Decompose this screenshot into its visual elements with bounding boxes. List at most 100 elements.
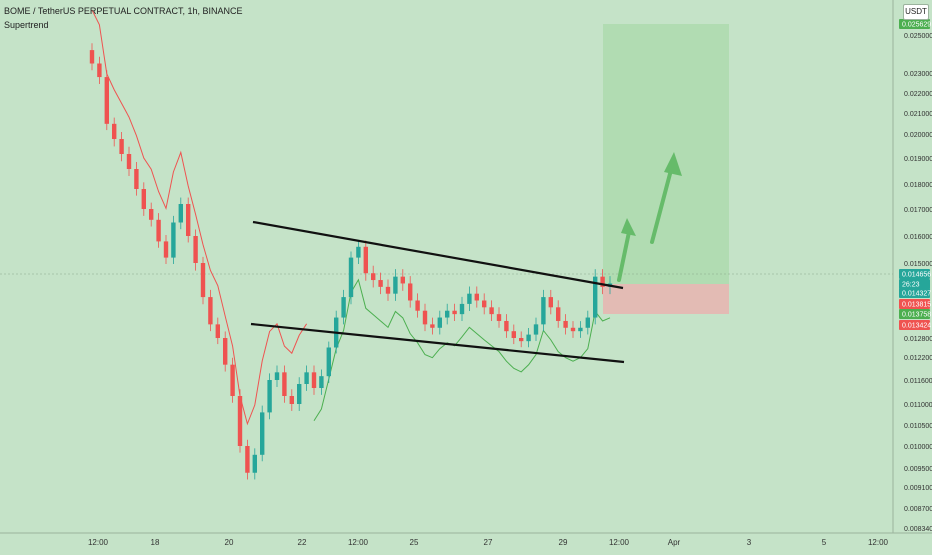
candle — [97, 56, 102, 85]
y-tick-label: 0.012800 — [904, 336, 932, 343]
candle — [422, 303, 428, 332]
candle — [119, 132, 124, 162]
symbol-title[interactable]: BOME / TetherUS PERPETUAL CONTRACT, 1h, … — [4, 6, 243, 16]
y-tick-label: 0.012200 — [904, 355, 932, 362]
supertrend-indicator — [91, 9, 611, 426]
time-axis[interactable]: 12:00 18 20 22 12:00 25 27 29 12:00 Apr 3 5 12:00 — [88, 538, 889, 547]
candle — [400, 269, 405, 291]
x-tick-label: 3 — [747, 538, 752, 547]
svg-text:0.014327: 0.014327 — [902, 291, 931, 298]
x-tick-label: 27 — [484, 538, 493, 547]
target-zone[interactable] — [603, 24, 729, 284]
candle — [408, 276, 413, 308]
y-tick-label: 0.010500 — [904, 423, 932, 430]
candle — [415, 293, 420, 318]
candle — [363, 240, 368, 281]
price-tag: 0.014656 — [899, 269, 931, 279]
candle — [437, 310, 442, 335]
y-tick-label: 0.010000 — [904, 444, 932, 451]
y-tick-label: 0.023000 — [904, 71, 932, 78]
x-tick-label: 18 — [151, 538, 160, 547]
svg-text:0.014656: 0.014656 — [902, 272, 931, 279]
supertrend-up-line — [313, 278, 611, 421]
y-tick-label: 0.011000 — [904, 402, 932, 409]
candle — [593, 269, 598, 325]
stop-zone[interactable] — [603, 284, 729, 314]
candle — [548, 289, 553, 315]
candle — [112, 117, 117, 147]
candle — [230, 357, 235, 403]
y-tick-label: 0.022000 — [904, 91, 932, 98]
candle — [215, 317, 220, 345]
y-tick-label: 0.020000 — [904, 132, 932, 139]
indicator-name[interactable]: Supertrend — [4, 20, 49, 30]
candle — [459, 296, 465, 322]
candle — [289, 389, 294, 411]
candle — [223, 331, 228, 372]
candle — [200, 256, 206, 305]
candle — [245, 439, 250, 480]
candle — [556, 300, 561, 328]
candle — [393, 269, 398, 301]
candle — [482, 293, 487, 315]
price-tag: 0.013815 — [899, 299, 931, 309]
candle — [141, 182, 146, 216]
candle — [208, 289, 213, 332]
candle — [496, 307, 502, 328]
candle — [171, 215, 176, 264]
candle — [430, 317, 435, 335]
candle — [563, 314, 568, 335]
y-tick-label: 0.011600 — [904, 378, 932, 385]
candle — [585, 310, 590, 335]
x-tick-label: 12:00 — [88, 538, 109, 547]
price-tag: 26:23 — [899, 279, 930, 289]
y-tick-label: 0.015000 — [904, 261, 932, 268]
candle — [385, 279, 391, 301]
x-tick-label: 29 — [559, 538, 568, 547]
chart-legend: BOME / TetherUS PERPETUAL CONTRACT, 1h, … — [4, 4, 243, 32]
candle — [541, 289, 546, 332]
candle — [274, 365, 280, 387]
breakout-arrow-small[interactable] — [617, 218, 636, 282]
candles — [89, 43, 613, 480]
y-tick-label: 0.009100 — [904, 485, 932, 492]
candle — [578, 321, 583, 338]
candle — [519, 331, 524, 348]
svg-text:26:23: 26:23 — [902, 282, 920, 289]
candle — [193, 229, 198, 271]
y-tick-label: 0.025000 — [904, 33, 932, 40]
candle — [489, 300, 494, 322]
candle — [348, 251, 354, 305]
candle — [452, 303, 457, 322]
candle — [267, 373, 272, 420]
lower-trendline[interactable] — [250, 322, 625, 364]
candle — [282, 365, 287, 403]
candle — [356, 240, 361, 264]
svg-text:0.013758: 0.013758 — [902, 312, 931, 319]
x-tick-label: 25 — [410, 538, 419, 547]
upper-trendline[interactable] — [252, 220, 624, 290]
candle — [178, 197, 183, 230]
candle — [186, 197, 191, 243]
y-tick-label: 0.018000 — [904, 182, 932, 189]
candle — [237, 389, 243, 453]
candle — [511, 324, 516, 345]
breakout-arrow-large[interactable] — [650, 152, 682, 244]
y-tick-label: 0.017000 — [904, 207, 932, 214]
candle — [326, 341, 331, 384]
y-tick-label: 0.021000 — [904, 111, 932, 118]
candle — [445, 303, 450, 325]
candle — [89, 43, 95, 71]
y-tick-label: 0.009500 — [904, 466, 932, 473]
candle — [526, 327, 531, 348]
candle — [319, 369, 324, 395]
x-tick-label: 12:00 — [348, 538, 369, 547]
y-tick-label: 0.008340 — [904, 526, 932, 533]
price-axis[interactable]: 0.025000 0.023000 0.022000 0.021000 0.020000… — [904, 33, 932, 533]
currency-unit-badge[interactable]: USDT — [903, 4, 929, 20]
candle — [104, 70, 109, 131]
candle — [378, 272, 383, 295]
candle — [260, 405, 265, 462]
